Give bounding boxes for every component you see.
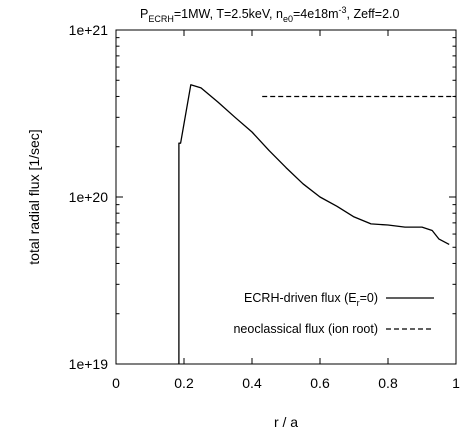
series-line-ecrh [178,84,450,364]
title-mid2: =4e18m [293,7,339,21]
legend-ecrh-subscript: r [357,298,360,308]
title-mid1: =1MW, T=2.5keV, n [174,7,283,21]
y-axis-title: total radial flux [1/sec] [26,129,42,264]
y-tick-label: 1e+21 [69,22,109,38]
legend-label-ecrh: ECRH-driven flux (Er=0) [244,291,378,308]
x-tick-label: 0.6 [310,375,330,391]
legend: ECRH-driven flux (Er=0) neoclassical flu… [233,291,434,336]
legend-label-neoclassical: neoclassical flux (ion root) [233,322,378,336]
x-tick-label: 0.8 [378,375,398,391]
title-p-subscript: ECRH [148,14,174,24]
axis-ticks: 0 0.2 0.4 0.6 0.8 1 1e+19 1e+20 1e+21 [69,22,460,391]
y-tick-label: 1e+20 [69,189,109,205]
x-tick-label: 1 [452,375,460,391]
plot-frame [115,29,457,365]
title-tail: , Zeff=2.0 [347,7,400,21]
title-exponent: -3 [339,5,347,15]
x-tick-label: 0.4 [242,375,262,391]
x-tick-label: 0.2 [174,375,194,391]
x-tick-label: 0 [112,375,120,391]
y-tick-label: 1e+19 [69,356,109,372]
chart-title: PECRH=1MW, T=2.5keV, ne0=4e18m-3, Zeff=2… [140,5,400,24]
legend-ecrh-tail: =0) [360,291,378,305]
title-n-subscript: e0 [283,14,293,24]
x-axis-title: r / a [274,414,298,430]
title-p: P [140,7,148,21]
plot-area: 0 0.2 0.4 0.6 0.8 1 1e+19 1e+20 1e+21 [69,22,460,391]
series-layer [178,84,456,364]
legend-ecrh-main: ECRH-driven flux (E [244,291,357,305]
